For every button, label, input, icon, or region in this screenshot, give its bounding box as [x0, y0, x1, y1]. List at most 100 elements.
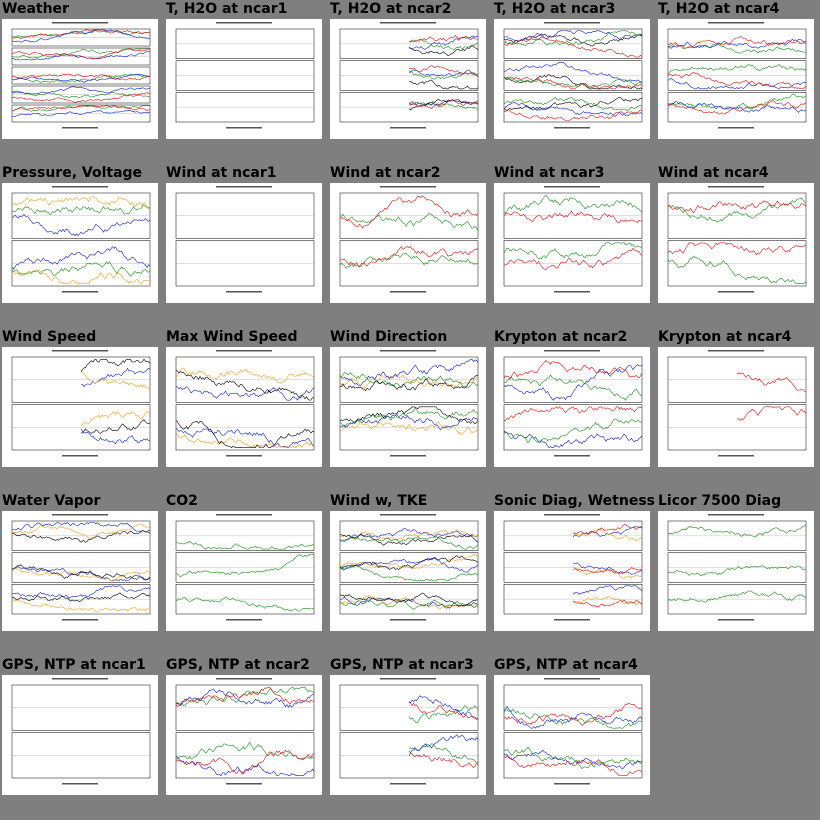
- plot-header-line: [544, 678, 600, 680]
- plot-trace-black: [408, 99, 479, 111]
- plot-cell-licor-7500-diag: Licor 7500 Diag: [656, 492, 820, 656]
- plot-thumbnail-wind-at-ncar2[interactable]: [330, 183, 486, 303]
- plot-title: Wind Speed: [2, 329, 97, 345]
- plot-thumbnail-graphic: [339, 22, 479, 129]
- plot-thumbnail-gps-ntp-at-ncar4[interactable]: [494, 675, 650, 795]
- plot-thumbnail-wind-at-ncar1[interactable]: [166, 183, 322, 303]
- plot-trace-blue: [667, 101, 807, 113]
- plot-trace-orange: [339, 595, 479, 609]
- plot-trace-black: [175, 369, 315, 401]
- plot-footer-line: [718, 619, 754, 621]
- plot-thumbnail-graphic: [175, 186, 315, 293]
- plot-trace-orange: [339, 553, 479, 569]
- plot-thumbnail-weather[interactable]: [2, 19, 158, 139]
- plot-header-line: [708, 350, 764, 352]
- plot-trace-red: [408, 35, 479, 43]
- plot-thumbnail-pressure-voltage[interactable]: [2, 183, 158, 303]
- plot-title: Wind at ncar2: [330, 165, 441, 181]
- plot-trace-red: [503, 247, 643, 271]
- plot-title: GPS, NTP at ncar3: [330, 657, 474, 673]
- plot-cell-co2: CO2: [164, 492, 328, 656]
- plot-thumbnail-wind-at-ncar3[interactable]: [494, 183, 650, 303]
- plot-trace-black: [80, 358, 151, 373]
- plot-header-line: [544, 514, 600, 516]
- plot-trace-green: [11, 261, 151, 277]
- plot-trace-green: [11, 29, 151, 38]
- plot-thumbnail-gps-ntp-at-ncar3[interactable]: [330, 675, 486, 795]
- plot-thumbnail-wind-speed[interactable]: [2, 347, 158, 467]
- plot-thumbnail-sonic-diag-wetness[interactable]: [494, 511, 650, 631]
- plot-thumbnail-graphic: [11, 186, 151, 293]
- plot-trace-red: [408, 65, 479, 76]
- plot-trace-red: [11, 73, 151, 81]
- plot-thumbnail-water-vapor[interactable]: [2, 511, 158, 631]
- plot-thumbnail-licor-7500-diag[interactable]: [658, 511, 814, 631]
- plot-trace-red: [503, 109, 643, 121]
- plot-thumbnail-gps-ntp-at-ncar2[interactable]: [166, 675, 322, 795]
- plot-thumbnail-t-h2o-at-ncar4[interactable]: [658, 19, 814, 139]
- plot-thumbnail-co2[interactable]: [166, 511, 322, 631]
- plot-thumbnail-wind-direction[interactable]: [330, 347, 486, 467]
- plot-trace-blue: [503, 364, 643, 401]
- plot-thumbnail-graphic: [175, 350, 315, 457]
- plot-thumbnail-graphic: [11, 22, 151, 129]
- plot-thumbnail-graphic: [175, 22, 315, 129]
- plot-thumbnail-max-wind-speed[interactable]: [166, 347, 322, 467]
- plot-thumbnail-t-h2o-at-ncar3[interactable]: [494, 19, 650, 139]
- plot-title: T, H2O at ncar2: [330, 1, 452, 17]
- plot-trace-blue: [11, 585, 151, 599]
- plot-trace-blue: [503, 705, 643, 729]
- plot-trace-green: [175, 741, 315, 761]
- plot-footer-line: [62, 455, 98, 457]
- plot-footer-line: [226, 127, 262, 129]
- plot-trace-green: [11, 204, 151, 215]
- plot-trace-black: [11, 530, 151, 543]
- plot-header-line: [380, 350, 436, 352]
- plot-title: T, H2O at ncar3: [494, 1, 616, 17]
- plot-thumbnail-krypton-at-ncar2[interactable]: [494, 347, 650, 467]
- plot-trace-red: [11, 29, 151, 39]
- plot-trace-blue: [503, 430, 643, 449]
- plot-trace-green: [503, 418, 643, 444]
- plot-trace-blue: [12, 51, 151, 61]
- plot-trace-green: [408, 743, 479, 764]
- plot-footer-line: [62, 127, 98, 129]
- plot-title: Water Vapor: [2, 493, 101, 509]
- plot-cell-krypton-at-ncar4: Krypton at ncar4: [656, 328, 820, 492]
- plot-thumbnail-graphic: [667, 186, 807, 293]
- plot-trace-orange: [572, 527, 643, 541]
- plot-thumbnail-t-h2o-at-ncar2[interactable]: [330, 19, 486, 139]
- plot-trace-black: [503, 96, 643, 111]
- plot-trace-green: [175, 686, 315, 707]
- plot-thumbnail-t-h2o-at-ncar1[interactable]: [166, 19, 322, 139]
- plot-trace-blue: [11, 566, 151, 582]
- plot-header-line: [52, 186, 108, 188]
- plot-trace-red: [667, 200, 807, 214]
- plot-title: Max Wind Speed: [166, 329, 298, 345]
- plot-thumbnail-krypton-at-ncar4[interactable]: [658, 347, 814, 467]
- plot-thumbnail-graphic: [175, 514, 315, 621]
- plot-trace-green: [667, 524, 807, 538]
- plot-title: Sonic Diag, Wetness: [494, 493, 655, 509]
- plot-title: Wind at ncar4: [658, 165, 769, 181]
- plot-trace-orange: [11, 269, 151, 285]
- plot-trace-black: [339, 533, 479, 546]
- plot-thumbnail-wind-w-tke[interactable]: [330, 511, 486, 631]
- plot-thumbnail-gps-ntp-at-ncar1[interactable]: [2, 675, 158, 795]
- plot-footer-line: [390, 291, 426, 293]
- plot-trace-red: [339, 246, 479, 268]
- plot-cell-wind-speed: Wind Speed: [0, 328, 164, 492]
- plot-header-line: [52, 22, 108, 24]
- plot-trace-blue: [339, 359, 479, 386]
- plot-title: Wind w, TKE: [330, 493, 428, 509]
- plot-thumbnail-wind-at-ncar4[interactable]: [658, 183, 814, 303]
- plot-thumbnail-graphic: [503, 22, 643, 129]
- plot-trace-green: [667, 197, 807, 223]
- plot-trace-blue: [11, 246, 151, 270]
- plot-cell-water-vapor: Water Vapor: [0, 492, 164, 656]
- plot-trace-blue: [503, 30, 643, 42]
- plot-trace-red: [667, 242, 807, 256]
- plot-trace-red: [503, 360, 643, 380]
- plot-header-line: [216, 514, 272, 516]
- plot-trace-blue: [503, 61, 643, 84]
